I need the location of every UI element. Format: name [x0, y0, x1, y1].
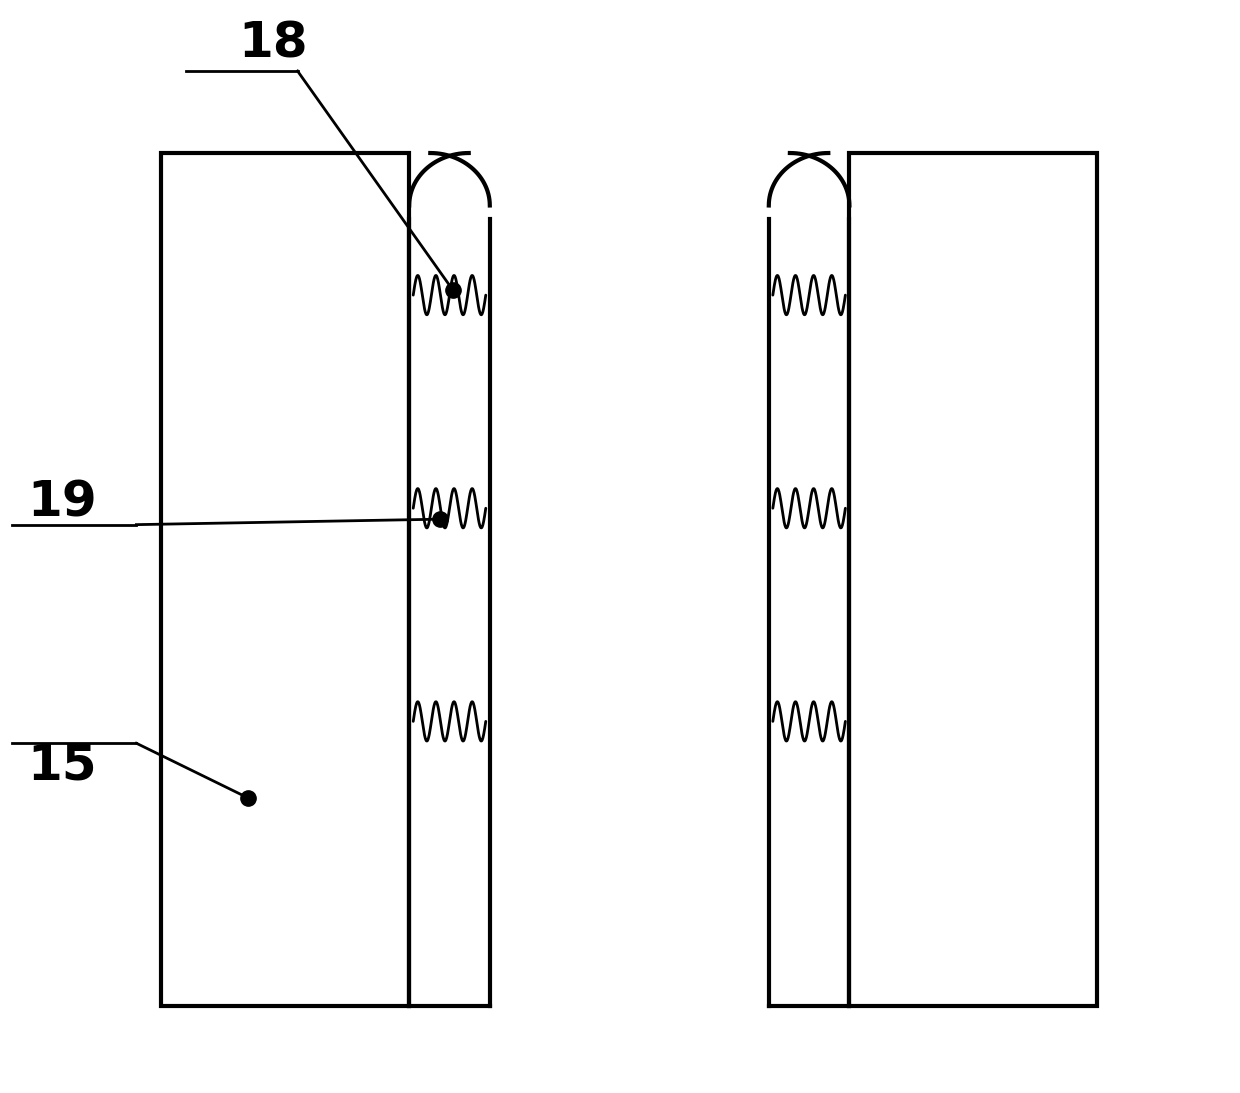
Text: 18: 18: [238, 20, 308, 68]
Text: 19: 19: [27, 479, 97, 527]
Bar: [161, 153, 409, 1006]
Text: 15: 15: [27, 741, 97, 789]
Bar: [849, 153, 1097, 1006]
